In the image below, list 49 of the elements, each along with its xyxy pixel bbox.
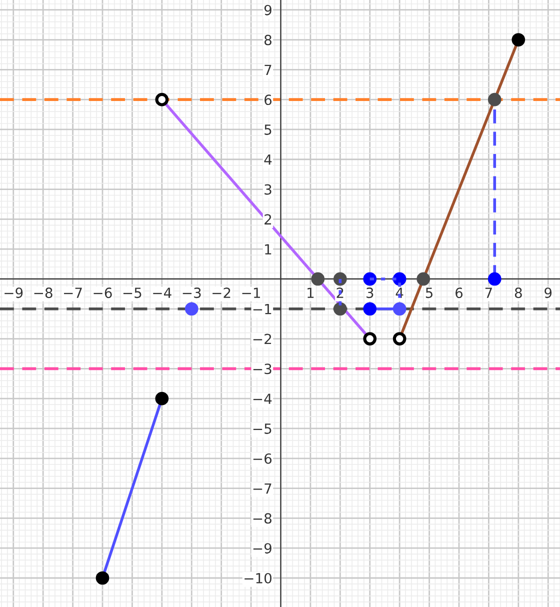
x-tick-label: 6 (456, 288, 463, 298)
x-tick-label: 8 (514, 288, 522, 298)
y-tick-label: −7 (253, 483, 272, 494)
y-tick-label: −9 (253, 543, 272, 554)
y-tick-label: 2 (264, 214, 272, 224)
x-tick-label: −8 (34, 288, 52, 298)
x-tick-label: 7 (485, 288, 492, 298)
x-tick-label: 1 (308, 288, 314, 298)
y-tick-label: −10 (244, 572, 272, 584)
point (488, 92, 502, 106)
x-tick-label: −3 (182, 288, 201, 298)
x-tick-label: −9 (4, 288, 23, 298)
point (363, 332, 377, 346)
point (333, 302, 347, 316)
x-tick-label: −5 (123, 288, 142, 298)
point (155, 392, 169, 406)
y-tick-label: −6 (253, 453, 272, 464)
y-tick-label: 3 (264, 184, 272, 195)
point (488, 272, 502, 286)
x-tick-label: 3 (366, 288, 374, 298)
point (512, 33, 526, 46)
point (392, 302, 406, 316)
point (96, 571, 110, 585)
point (155, 92, 169, 106)
x-tick-label: −4 (153, 288, 172, 298)
x-tick-label: 9 (544, 288, 552, 298)
y-tick-label: 4 (264, 154, 272, 165)
point (311, 272, 325, 286)
x-tick-label: −1 (242, 288, 260, 298)
point (392, 332, 406, 346)
x-tick-label: −2 (212, 288, 230, 298)
y-tick-label: −1 (253, 304, 272, 314)
x-tick-label: −7 (64, 288, 82, 298)
y-tick-label: 8 (264, 34, 272, 46)
y-tick-label: −4 (253, 394, 272, 404)
point (363, 302, 377, 316)
y-tick-label: 5 (264, 124, 272, 135)
x-tick-label: −6 (94, 288, 112, 298)
y-tick-label: −2 (253, 334, 272, 344)
y-tick-label: −3 (253, 364, 272, 374)
y-tick-label: −8 (253, 513, 272, 524)
y-tick-label: −5 (253, 424, 272, 434)
point (416, 272, 430, 286)
y-tick-label: 6 (264, 94, 272, 106)
y-tick-label: 1 (265, 244, 272, 254)
x-tick-label: 5 (426, 288, 432, 298)
point (184, 302, 198, 316)
y-tick-label: 7 (264, 64, 272, 75)
y-tick-label: 9 (264, 4, 272, 16)
